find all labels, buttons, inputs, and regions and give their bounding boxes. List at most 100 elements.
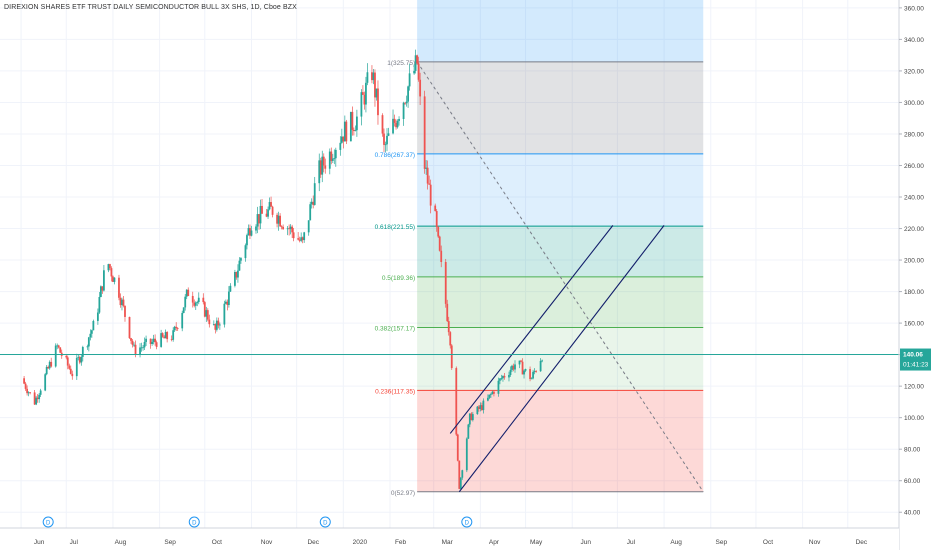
candle-body[interactable] (301, 237, 304, 241)
candle-body[interactable] (375, 88, 378, 98)
candle-body[interactable] (121, 299, 123, 306)
candle-body[interactable] (405, 101, 408, 104)
candle-body[interactable] (407, 86, 409, 102)
candle-body[interactable] (479, 405, 482, 409)
candle-body[interactable] (404, 102, 406, 104)
candle-body[interactable] (142, 347, 144, 349)
candle-body[interactable] (226, 301, 229, 305)
candle-body[interactable] (362, 92, 364, 95)
candle-body[interactable] (69, 368, 72, 374)
candle-body[interactable] (214, 324, 217, 330)
candle-body[interactable] (455, 368, 458, 435)
candle-body[interactable] (440, 250, 443, 263)
candle-body[interactable] (268, 202, 271, 210)
candle-body[interactable] (377, 88, 379, 116)
candle-body[interactable] (45, 366, 48, 375)
candle-body[interactable] (511, 365, 513, 370)
candle-body[interactable] (465, 438, 468, 471)
candle-body[interactable] (503, 375, 506, 378)
candle-body[interactable] (80, 356, 83, 363)
candle-body[interactable] (170, 339, 173, 340)
candle-body[interactable] (402, 102, 405, 119)
candle-body[interactable] (92, 320, 95, 331)
candle-body[interactable] (237, 270, 239, 278)
candle-body[interactable] (521, 361, 524, 375)
candle-body[interactable] (429, 184, 432, 206)
candle-body[interactable] (56, 345, 59, 347)
candle-body[interactable] (197, 297, 200, 303)
candle-body[interactable] (392, 118, 394, 134)
candle-body[interactable] (322, 156, 325, 166)
candle-body[interactable] (166, 332, 169, 340)
candle-body[interactable] (351, 111, 354, 130)
candle-body[interactable] (68, 365, 71, 369)
candle-body[interactable] (530, 378, 533, 380)
candle-body[interactable] (270, 202, 272, 207)
candle-body[interactable] (514, 364, 516, 370)
candle-body[interactable] (340, 136, 343, 143)
candle-body[interactable] (265, 213, 268, 217)
candle-body[interactable] (318, 160, 321, 184)
candle-body[interactable] (524, 369, 527, 371)
candle-body[interactable] (122, 299, 125, 306)
candle-body[interactable] (539, 360, 542, 372)
candle-body[interactable] (387, 133, 390, 136)
candle-body[interactable] (223, 303, 226, 325)
candle-body[interactable] (101, 286, 104, 291)
candle-body[interactable] (143, 341, 146, 348)
candle-body[interactable] (476, 406, 479, 415)
candle-body[interactable] (27, 392, 30, 394)
candle-body[interactable] (140, 347, 143, 349)
candle-body[interactable] (366, 72, 369, 83)
candle-body[interactable] (247, 228, 250, 236)
candle-body[interactable] (215, 320, 218, 330)
candle-body[interactable] (491, 391, 494, 395)
candle-body[interactable] (398, 118, 400, 121)
candle-body[interactable] (44, 374, 47, 391)
candle-body[interactable] (437, 226, 440, 237)
candle-body[interactable] (81, 347, 84, 357)
candle-body[interactable] (313, 183, 316, 205)
candle-body[interactable] (467, 424, 470, 439)
candle-body[interactable] (38, 394, 41, 400)
candle-body[interactable] (234, 271, 236, 286)
candle-body[interactable] (238, 260, 241, 271)
candle-body[interactable] (417, 63, 420, 80)
candle-body[interactable] (291, 226, 294, 233)
candle-body[interactable] (372, 72, 375, 81)
candle-body[interactable] (48, 361, 51, 369)
candle-body[interactable] (87, 337, 90, 347)
candle-body[interactable] (71, 373, 74, 377)
candle-body[interactable] (493, 391, 495, 394)
candle-body[interactable] (419, 79, 422, 97)
candle-body[interactable] (145, 338, 147, 342)
candle-body[interactable] (161, 333, 164, 337)
candle-body[interactable] (349, 111, 352, 142)
candle-body[interactable] (468, 413, 471, 425)
candle-body[interactable] (292, 232, 295, 239)
candle-body[interactable] (173, 326, 176, 331)
candle-body[interactable] (33, 392, 36, 405)
candle-body[interactable] (423, 96, 426, 169)
candle-body[interactable] (259, 205, 262, 224)
candle-body[interactable] (255, 226, 257, 231)
candle-body[interactable] (39, 390, 42, 395)
candle-body[interactable] (471, 414, 474, 421)
candle-body[interactable] (288, 228, 291, 230)
candle-body[interactable] (480, 405, 483, 411)
dividend-marker[interactable] (319, 516, 331, 528)
candle-body[interactable] (182, 307, 185, 313)
candle-body[interactable] (134, 344, 137, 355)
candle-body[interactable] (477, 406, 480, 409)
candle-body[interactable] (276, 214, 278, 224)
candle-body[interactable] (331, 158, 334, 161)
candle-body[interactable] (518, 360, 521, 365)
candle-body[interactable] (425, 167, 428, 169)
candle-body[interactable] (470, 413, 473, 421)
candle-body[interactable] (227, 291, 230, 305)
candle-body[interactable] (386, 135, 388, 145)
candle-body[interactable] (384, 144, 387, 146)
candle-body[interactable] (218, 324, 221, 326)
candle-body[interactable] (36, 397, 39, 400)
candle-body[interactable] (181, 312, 184, 329)
